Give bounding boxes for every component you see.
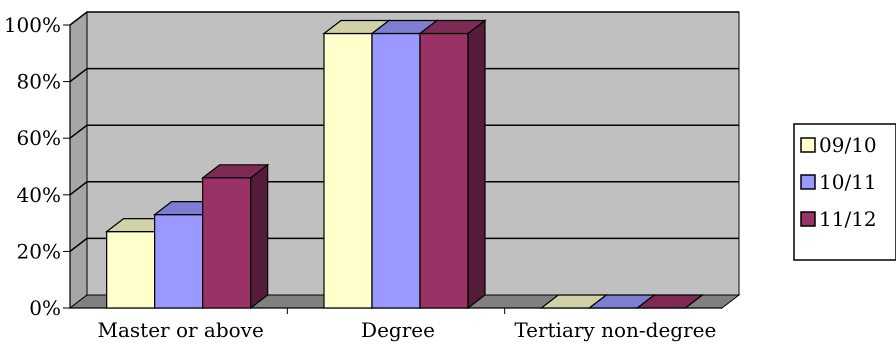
bar-top [418, 19, 487, 35]
legend: 09/10 10/11 11/12 [793, 123, 896, 261]
gridline [69, 11, 739, 26]
legend-label: 10/11 [819, 170, 877, 194]
bar-front [323, 32, 373, 309]
gridline [69, 67, 739, 83]
legend-item: 10/11 [800, 170, 877, 194]
gridline [69, 124, 739, 139]
y-axis-ticks: 0% 20% 40% 60% 80% 100% [4, 13, 61, 320]
x-category-label: Degree [361, 318, 435, 342]
bar-front [371, 32, 421, 309]
x-category-label: Master or above [98, 318, 264, 342]
x-category-label: Tertiary non-degree [514, 318, 716, 342]
bar-side [467, 19, 486, 310]
legend-swatch [800, 137, 816, 153]
x-axis-categories: Master or above Degree Tertiary non-degree [98, 318, 717, 342]
gridline [69, 237, 739, 252]
bar [418, 19, 487, 310]
bar [200, 163, 270, 310]
y-tick-label: 100% [4, 13, 61, 37]
gridlines [69, 11, 739, 252]
bar-side [250, 163, 269, 310]
y-tick-label: 0% [29, 296, 61, 320]
bar-top [200, 164, 270, 179]
y-tick-label: 40% [17, 183, 61, 207]
bar-front [154, 214, 204, 309]
y-tick-label: 80% [17, 70, 61, 94]
bar-front [419, 32, 469, 309]
bar [635, 294, 705, 309]
legend-label: 11/12 [819, 207, 877, 231]
bar-top [635, 294, 705, 309]
bar-front [106, 230, 156, 309]
bars [104, 19, 705, 310]
gridline [69, 181, 739, 196]
plot-side-wall [69, 10, 88, 310]
legend-item: 11/12 [800, 207, 877, 231]
y-tick-label: 20% [17, 239, 61, 263]
legend-swatch [800, 211, 816, 227]
legend-label: 09/10 [819, 133, 877, 157]
legend-item: 09/10 [800, 133, 877, 157]
y-tick-label: 60% [17, 126, 61, 150]
bar-front [202, 177, 252, 309]
legend-swatch [800, 174, 816, 190]
